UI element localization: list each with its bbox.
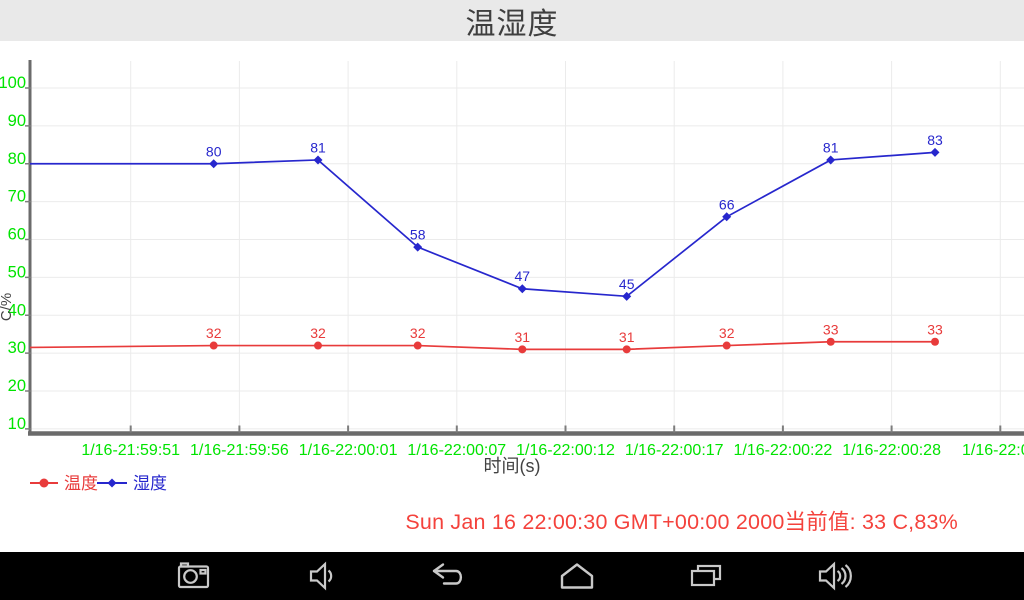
x-tick-label: 1/16-22:00:17	[625, 442, 724, 459]
legend-marker	[39, 478, 49, 488]
x-tick-label: 1/16-22:00	[962, 442, 1024, 459]
y-tick-label: 40	[8, 301, 26, 319]
data-point-label: 32	[719, 325, 735, 341]
x-tick-label: 1/16-22:00:28	[842, 442, 941, 459]
data-point-label: 81	[823, 139, 839, 155]
camera-icon	[177, 562, 210, 589]
temperature-humidity-chart[interactable]: 100 90 80 70 60 50 40 30 20 10 1/16-21:59:51 1/16-2…	[0, 41, 1024, 501]
title-bar: 温湿度	[0, 0, 1024, 41]
data-point-label: 32	[310, 325, 326, 341]
data-point-label: 45	[619, 276, 635, 292]
series-line-湿度	[30, 151, 936, 298]
data-point	[931, 337, 939, 346]
data-point	[517, 284, 527, 294]
data-point	[413, 341, 422, 350]
back-button[interactable]	[427, 558, 471, 594]
legend-label-湿度: 湿度	[133, 474, 167, 493]
data-point-label: 31	[515, 329, 531, 345]
data-point-label: 32	[206, 325, 222, 341]
y-tick-label: 70	[8, 188, 26, 206]
android-nav-bar	[0, 552, 1024, 600]
data-point	[209, 341, 218, 350]
x-tick-label: 1/16-22:00:12	[516, 442, 615, 459]
back-icon	[432, 563, 463, 585]
data-point	[313, 155, 323, 165]
y-tick-label: 20	[8, 377, 26, 395]
data-point-label: 33	[927, 321, 943, 337]
x-tick-label: 1/16-22:00:07	[407, 442, 506, 459]
y-tick-label: 30	[8, 339, 26, 357]
data-point	[622, 291, 632, 301]
camera-button[interactable]	[171, 558, 215, 594]
data-point-label: 33	[823, 321, 839, 337]
volume-low-icon	[309, 561, 333, 591]
data-point-label: 81	[310, 139, 326, 155]
y-tick-label: 80	[8, 150, 26, 168]
data-point	[518, 345, 527, 354]
y-tick-label: 10	[8, 415, 26, 433]
data-point-label: 31	[619, 329, 635, 345]
data-point	[722, 341, 731, 350]
recents-icon	[690, 564, 722, 587]
y-tick-label: 50	[8, 263, 26, 281]
y-tick-label: 90	[8, 112, 26, 130]
y-tick-label: 100	[0, 74, 26, 92]
legend-marker	[107, 478, 117, 488]
data-point	[826, 155, 836, 165]
current-value-status: Sun Jan 16 22:00:30 GMT+00:00 2000当前值: 3…	[405, 510, 958, 534]
data-point-label: 83	[927, 132, 943, 148]
x-tick-label: 1/16-22:00:01	[299, 442, 398, 459]
data-point	[622, 345, 631, 354]
data-point-label: 47	[515, 268, 531, 284]
data-point	[314, 341, 322, 350]
y-tick-label: 60	[8, 226, 26, 244]
data-point-label: 58	[410, 227, 426, 243]
home-button[interactable]	[555, 558, 599, 594]
y-axis-title: C/%	[0, 293, 15, 321]
data-point	[826, 337, 835, 346]
volume-high-button[interactable]	[814, 558, 858, 594]
data-point-label: 32	[410, 325, 426, 341]
x-tick-label: 1/16-22:00:22	[734, 442, 833, 459]
page-title: 温湿度	[465, 7, 559, 41]
volume-high-icon	[818, 561, 852, 591]
x-tick-label: 1/16-21:59:51	[81, 442, 180, 459]
legend-label-温度: 温度	[64, 474, 98, 493]
data-point-label: 80	[206, 143, 222, 159]
data-point	[722, 212, 732, 222]
home-icon	[560, 563, 594, 589]
x-tick-label: 1/16-21:59:56	[190, 442, 289, 459]
data-point	[209, 159, 219, 169]
series-line-温度	[29, 340, 935, 351]
recents-button[interactable]	[684, 558, 728, 594]
data-point	[413, 242, 423, 252]
data-point	[930, 147, 940, 157]
volume-low-button[interactable]	[300, 558, 344, 594]
data-point-label: 66	[719, 196, 735, 212]
x-axis-title: 时间(s)	[484, 456, 541, 476]
